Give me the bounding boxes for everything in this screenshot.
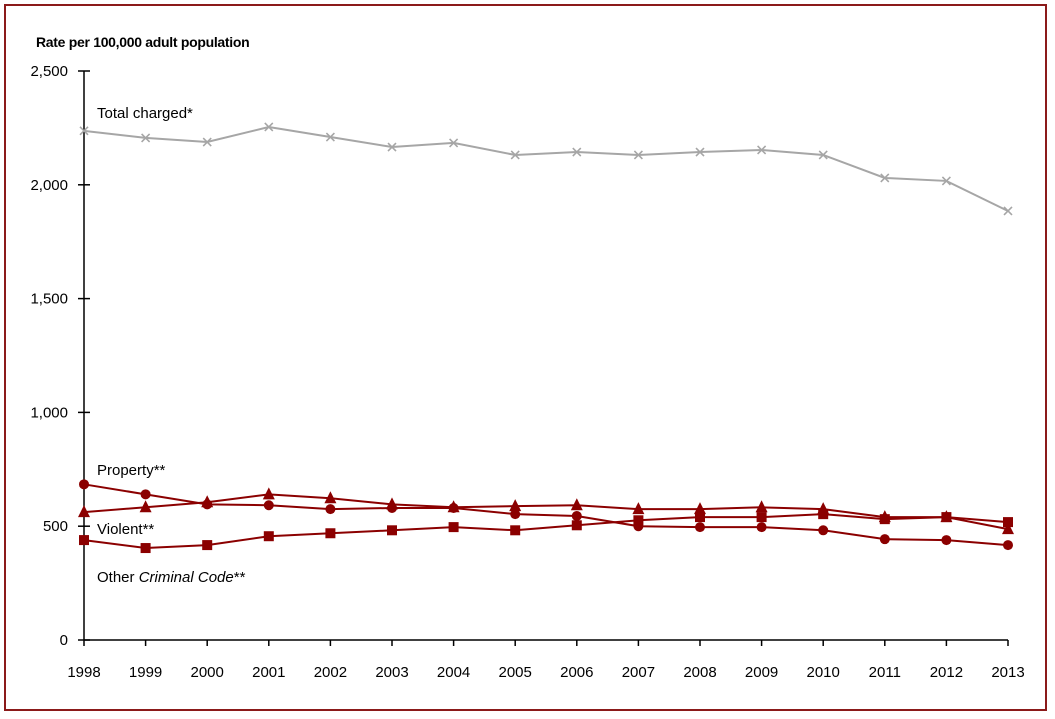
data-point-x [818, 150, 828, 160]
data-point-circle [941, 535, 952, 546]
x-tick-label: 2007 [622, 664, 655, 681]
x-tick-label: 2012 [930, 664, 963, 681]
data-point-x [449, 138, 459, 148]
data-point-square [202, 540, 213, 551]
y-tick-label: 0 [60, 632, 68, 649]
data-point-square [448, 522, 459, 533]
data-point-circle [510, 509, 521, 520]
data-point-triangle [201, 495, 214, 508]
data-point-x [141, 133, 151, 143]
series-label: Violent** [97, 521, 154, 538]
data-point-circle [571, 510, 582, 521]
data-point-circle [879, 534, 890, 545]
data-point-triangle [632, 502, 645, 515]
data-point-square [756, 512, 767, 523]
data-point-circle [756, 522, 767, 533]
data-point-square [387, 525, 397, 536]
data-point-square [79, 535, 89, 546]
x-tick-label: 1998 [67, 664, 100, 681]
series-label: Property** [97, 462, 166, 479]
y-tick-label: 500 [43, 518, 68, 535]
x-tick-label: 1999 [129, 664, 162, 681]
x-tick-label: 2000 [191, 664, 224, 681]
x-tick-label: 2013 [991, 664, 1024, 681]
data-point-square [941, 512, 952, 523]
series-label: Total charged* [97, 105, 193, 122]
x-tick-label: 2008 [683, 664, 716, 681]
data-point-x [572, 147, 582, 157]
x-tick-label: 2009 [745, 664, 778, 681]
data-point-x [510, 150, 520, 160]
x-tick-label: 2004 [437, 664, 470, 681]
x-tick-label: 2001 [252, 664, 285, 681]
data-point-x [387, 142, 397, 152]
y-axis-label: Rate per 100,000 adult population [36, 34, 250, 50]
data-point-square [1003, 517, 1013, 528]
data-point-triangle [570, 498, 583, 511]
y-tick-label: 2,500 [30, 63, 68, 80]
data-point-x [633, 150, 643, 160]
data-point-x [695, 147, 705, 157]
data-point-x [325, 132, 335, 142]
data-point-square [571, 520, 582, 531]
data-point-triangle [1002, 522, 1014, 535]
data-point-circle [263, 500, 274, 511]
series-line-square [83, 513, 1009, 550]
data-point-x [757, 145, 767, 155]
data-point-x [941, 176, 951, 186]
series-line-circle [83, 483, 1009, 547]
x-tick-label: 2010 [807, 664, 840, 681]
data-point-triangle [447, 500, 460, 513]
data-point-circle [140, 489, 151, 500]
data-point-square [695, 512, 705, 523]
data-point-triangle [694, 502, 706, 515]
chart-frame [4, 4, 1047, 711]
data-point-triangle [324, 491, 337, 504]
data-point-triangle [262, 487, 275, 500]
data-point-square [325, 528, 336, 539]
data-point-square [140, 543, 151, 554]
series-line-triangle [83, 493, 1009, 531]
data-point-circle [695, 522, 705, 533]
data-point-x [880, 173, 890, 183]
x-tick-label: 2003 [375, 664, 408, 681]
data-point-x [264, 122, 274, 132]
data-point-triangle [509, 499, 522, 512]
data-point-circle [1003, 540, 1013, 551]
data-point-x [1003, 206, 1013, 216]
data-point-circle [818, 525, 829, 536]
data-point-x [202, 137, 212, 147]
x-tick-label: 2005 [499, 664, 532, 681]
data-point-triangle [755, 500, 768, 513]
y-tick-label: 2,000 [30, 177, 68, 194]
series-label: Other Criminal Code** [97, 569, 246, 586]
y-tick-label: 1,000 [30, 404, 68, 421]
data-point-square [263, 531, 274, 542]
x-tick-label: 2011 [869, 664, 901, 681]
data-point-triangle [139, 500, 152, 513]
data-point-square [879, 514, 890, 525]
x-tick-label: 2006 [560, 664, 593, 681]
data-point-circle [79, 479, 89, 490]
data-point-square [510, 525, 521, 536]
data-point-x [79, 126, 89, 136]
data-point-square [818, 509, 829, 520]
data-point-triangle [386, 497, 398, 510]
data-point-triangle [78, 505, 90, 518]
y-tick-label: 1,500 [30, 291, 68, 308]
series-line-x [83, 125, 1009, 212]
data-point-square [633, 515, 644, 526]
x-tick-label: 2002 [314, 664, 347, 681]
data-point-circle [325, 504, 336, 515]
